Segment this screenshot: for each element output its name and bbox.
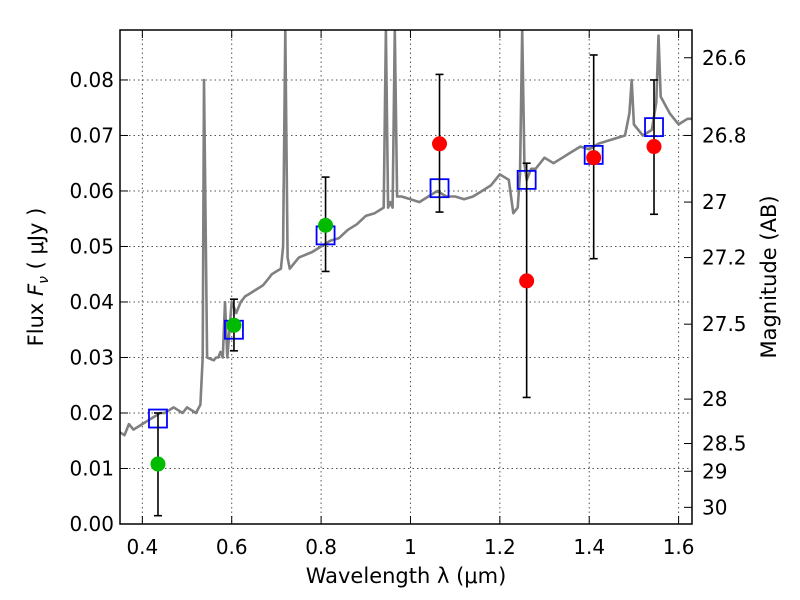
observed-point-green: [318, 217, 334, 233]
x-tick-label: 1.6: [663, 535, 695, 559]
x-tick-label: 1.2: [484, 535, 516, 559]
y-axis-label-symbol: F: [24, 283, 48, 296]
y-tick-label: 0.07: [69, 123, 114, 147]
y-tick-label: 0.03: [69, 345, 114, 369]
observed-point-red: [519, 273, 535, 289]
y2-tick-label: 27.2: [702, 246, 747, 270]
observed-point-red: [432, 136, 448, 152]
observed-point-green: [226, 317, 242, 333]
y2-tick-label: 28.5: [702, 432, 747, 456]
y-tick-label: 0.06: [69, 179, 114, 203]
x-tick-label: 0.4: [126, 535, 158, 559]
y2-tick-label: 28: [702, 387, 727, 411]
y2-tick-label: 30: [702, 495, 727, 519]
x-tick-label: 0.6: [216, 535, 248, 559]
tick-marks: [120, 30, 692, 525]
x-tick-label: 0.8: [305, 535, 337, 559]
observed-point-green: [150, 456, 166, 472]
y-tick-label: 0.02: [69, 401, 114, 425]
plot-area: [120, 30, 692, 517]
y2-axis-label: Magnitude (AB): [757, 195, 781, 358]
y-axis-label-prefix: Flux: [24, 296, 48, 346]
y-tick-label: 0.00: [69, 512, 114, 536]
y-tick-label: 0.08: [69, 68, 114, 92]
y-tick-label: 0.01: [69, 456, 114, 480]
y2-tick-label: 27.5: [702, 312, 747, 336]
y-axis-label: Flux Fν ( μJy ): [24, 208, 52, 347]
y2-tick-label: 29: [702, 459, 727, 483]
y-tick-label: 0.05: [69, 234, 114, 258]
y2-tick-label: 27: [702, 190, 727, 214]
x-tick-label: 1.4: [573, 535, 605, 559]
y-axis-label-subscript: ν: [36, 276, 52, 284]
y-axis-label-suffix: ( μJy ): [24, 208, 48, 276]
spectrum-line: [120, 30, 692, 437]
plot-frame: [119, 29, 693, 525]
observed-point-red: [586, 150, 602, 166]
observed-point-red: [646, 139, 662, 155]
y-tick-label: 0.04: [69, 290, 114, 314]
tick-labels: 0.4 0.6 0.8 1 1.2 1.4 1.6 0.00 0.01 0.02 0.03 0.04 0…: [69, 46, 746, 559]
x-tick-label: 1: [404, 535, 417, 559]
y2-tick-label: 26.8: [702, 123, 747, 147]
y2-tick-label: 26.6: [702, 46, 747, 70]
x-axis-label: Wavelength λ (μm): [306, 564, 507, 588]
